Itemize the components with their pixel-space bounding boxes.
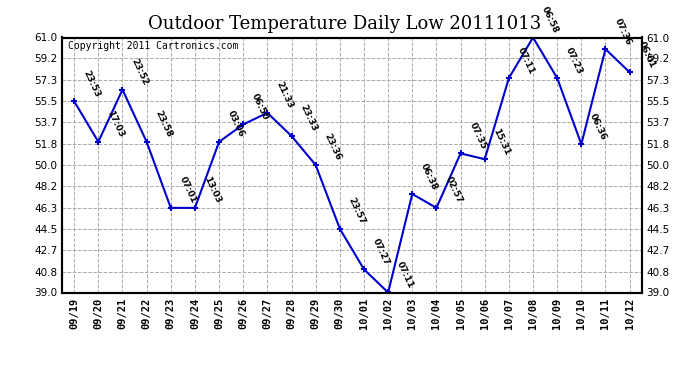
Text: 03:06: 03:06 xyxy=(226,110,246,139)
Text: 23:33: 23:33 xyxy=(299,104,319,133)
Text: 17:03: 17:03 xyxy=(106,109,126,139)
Text: 07:23: 07:23 xyxy=(564,45,584,75)
Text: 13:03: 13:03 xyxy=(202,176,222,205)
Text: 23:58: 23:58 xyxy=(154,109,174,139)
Text: 06:01: 06:01 xyxy=(637,40,657,69)
Text: 06:36: 06:36 xyxy=(589,112,609,141)
Text: 15:31: 15:31 xyxy=(492,127,512,156)
Text: 23:53: 23:53 xyxy=(81,69,101,99)
Text: 21:33: 21:33 xyxy=(275,80,295,110)
Text: 06:58: 06:58 xyxy=(540,5,560,35)
Text: 07:27: 07:27 xyxy=(371,237,391,267)
Text: Copyright 2011 Cartronics.com: Copyright 2011 Cartronics.com xyxy=(68,41,238,51)
Text: 23:52: 23:52 xyxy=(130,57,150,87)
Text: 02:57: 02:57 xyxy=(444,176,464,205)
Text: 23:57: 23:57 xyxy=(347,196,367,226)
Text: 06:38: 06:38 xyxy=(420,162,440,191)
Text: 23:36: 23:36 xyxy=(323,132,343,162)
Text: 07:36: 07:36 xyxy=(613,16,633,46)
Text: Outdoor Temperature Daily Low 20111013: Outdoor Temperature Daily Low 20111013 xyxy=(148,15,542,33)
Text: 07:35: 07:35 xyxy=(468,121,488,151)
Text: 07:01: 07:01 xyxy=(178,176,198,205)
Text: 07:11: 07:11 xyxy=(395,260,415,290)
Text: 06:50: 06:50 xyxy=(250,92,270,122)
Text: 07:11: 07:11 xyxy=(516,45,536,75)
